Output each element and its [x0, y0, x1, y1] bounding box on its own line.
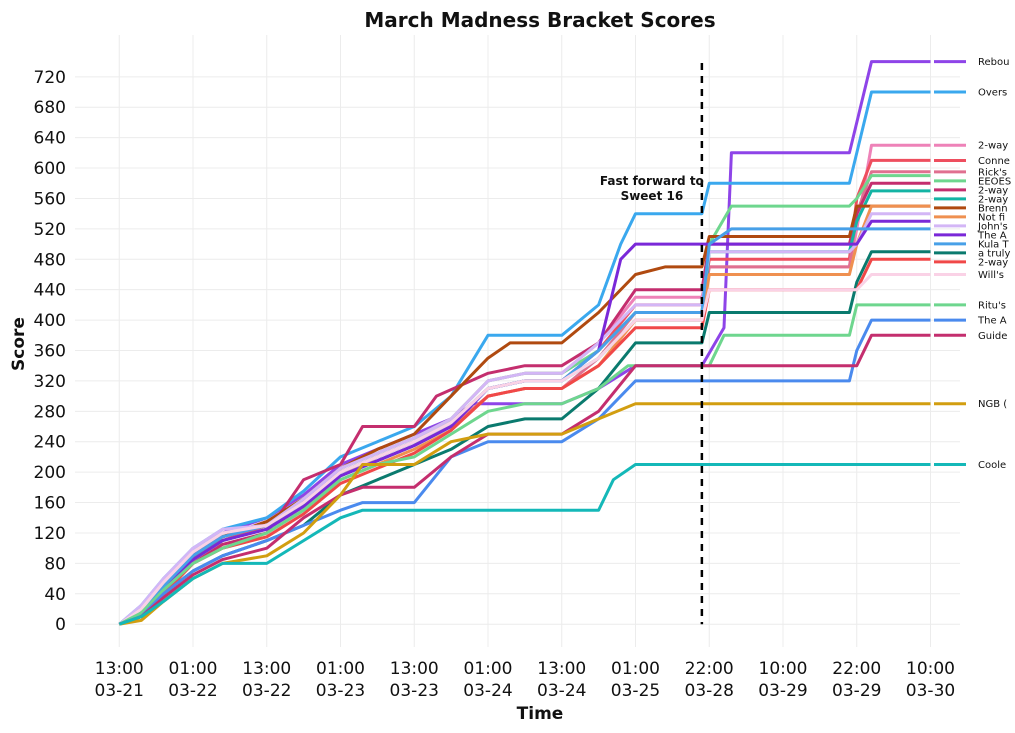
y-tick-label: 40	[44, 585, 66, 605]
series-line-16	[118, 303, 931, 626]
x-tick-time: 10:00	[759, 659, 808, 679]
x-tick-date: 03-30	[906, 681, 955, 701]
legend-label-19: NGB (	[978, 399, 1007, 410]
x-tick-date: 03-22	[168, 681, 217, 701]
annotation-group: Fast forward to Sweet 16	[600, 63, 704, 625]
series-lines	[118, 60, 931, 626]
annotation-line1: Fast forward to	[600, 174, 704, 188]
legend-label-16: Ritu's	[978, 300, 1006, 311]
y-tick-label: 400	[34, 311, 66, 331]
legend-label-6: 2-way	[978, 185, 1008, 196]
y-tick-label: 0	[55, 615, 66, 635]
y-tick-label: 720	[34, 68, 66, 88]
legend-label-1: Overs	[978, 88, 1007, 99]
x-tick-date: 03-29	[758, 681, 807, 701]
y-tick-label: 520	[34, 220, 66, 240]
x-tick-date: 03-22	[242, 681, 291, 701]
chart-title: March Madness Bracket Scores	[364, 8, 715, 32]
legend-label-17: The A	[977, 316, 1007, 327]
x-tick-date: 03-24	[463, 681, 512, 701]
y-tick-label: 560	[34, 189, 66, 209]
series-line-13	[118, 250, 931, 626]
legend-label-12: Kula T	[978, 239, 1009, 250]
x-axis-ticks: 13:0003-2101:0003-2213:0003-2201:0003-23…	[95, 659, 956, 701]
legend-label-2: 2-way	[978, 141, 1008, 152]
series-line-12	[118, 227, 931, 626]
legend-label-15: Will's	[978, 270, 1004, 281]
x-tick-time: 13:00	[242, 659, 291, 679]
x-tick-date: 03-25	[611, 681, 660, 701]
y-axis-label: Score	[9, 317, 29, 371]
y-tick-label: 440	[34, 281, 66, 301]
series-line-17	[118, 318, 931, 626]
series-line-2	[118, 143, 931, 626]
x-tick-time: 13:00	[95, 659, 144, 679]
y-tick-label: 200	[34, 463, 66, 483]
legend-label-18: Guide	[978, 331, 1007, 342]
y-tick-label: 320	[34, 372, 66, 392]
x-tick-time: 13:00	[390, 659, 439, 679]
legend-label-9: Not fi	[978, 212, 1005, 223]
x-tick-date: 03-23	[390, 681, 439, 701]
x-tick-time: 01:00	[464, 659, 513, 679]
legend-label-11: The A	[977, 230, 1007, 241]
x-tick-time: 22:00	[832, 659, 881, 679]
series-line-19	[119, 402, 931, 626]
y-axis-ticks: 0 40 80 120 160 200 240 280 320 360 400 440 480 520 56…	[34, 68, 66, 635]
legend-label-14: 2-way	[978, 257, 1008, 268]
x-tick-date: 03-29	[832, 681, 881, 701]
x-tick-time: 22:00	[685, 659, 734, 679]
series-line-15	[118, 273, 931, 626]
y-tick-label: 600	[34, 159, 66, 179]
series-line-18	[118, 333, 931, 626]
x-tick-time: 10:00	[906, 659, 955, 679]
legend-label-4: Rick's	[978, 167, 1007, 178]
x-tick-time: 01:00	[611, 659, 660, 679]
legend-label-13: a truly	[978, 248, 1010, 259]
x-tick-time: 01:00	[316, 659, 365, 679]
y-tick-label: 280	[34, 402, 66, 422]
y-tick-label: 240	[34, 433, 66, 453]
y-tick-label: 80	[44, 554, 66, 574]
x-tick-date: 03-28	[685, 681, 734, 701]
y-tick-label: 120	[34, 524, 66, 544]
y-tick-label: 640	[34, 129, 66, 149]
legend-label-0: Rebou	[978, 57, 1009, 68]
annotation-line2: Sweet 16	[621, 189, 684, 203]
x-axis-label: Time	[517, 704, 564, 724]
legend: RebouOvers2-wayConneRick'sEEOES2-way2-wa…	[934, 57, 1011, 471]
y-tick-label: 160	[34, 494, 66, 514]
legend-label-20: Coole	[978, 460, 1006, 471]
x-tick-time: 13:00	[537, 659, 586, 679]
x-tick-time: 01:00	[169, 659, 218, 679]
legend-label-3: Conne	[978, 156, 1010, 167]
x-tick-date: 03-24	[537, 681, 586, 701]
series-line-20	[118, 463, 931, 626]
x-tick-date: 03-23	[316, 681, 365, 701]
legend-label-8: Brenn	[978, 203, 1008, 214]
legend-label-10: John's	[977, 221, 1008, 232]
legend-label-5: EEOES	[978, 176, 1011, 187]
series-line-10	[118, 212, 931, 626]
x-tick-date: 03-21	[95, 681, 144, 701]
y-tick-label: 480	[34, 250, 66, 270]
y-tick-label: 360	[34, 342, 66, 362]
y-tick-label: 680	[34, 98, 66, 118]
legend-label-7: 2-way	[978, 194, 1008, 205]
